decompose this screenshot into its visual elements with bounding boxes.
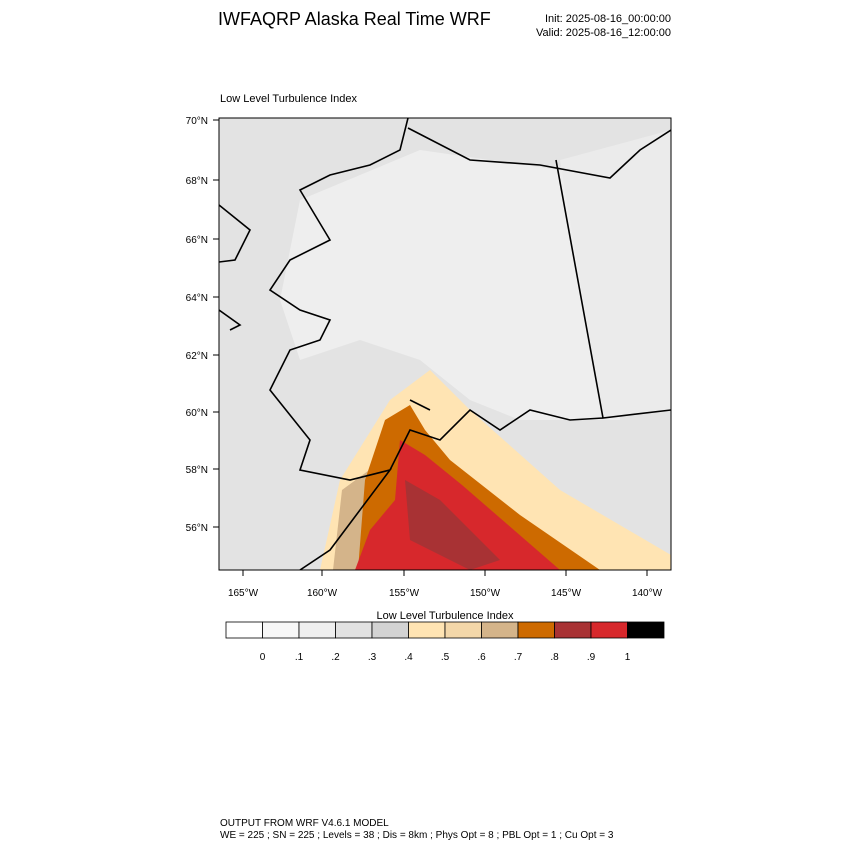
lat-label: 70°N <box>186 116 208 127</box>
lat-label: 56°N <box>186 523 208 534</box>
colorbar-label: .7 <box>514 652 523 663</box>
colorbar-box <box>590 621 628 639</box>
colorbar-label: .3 <box>368 652 377 663</box>
init-time: Init: 2025-08-16_00:00:00 <box>545 13 671 25</box>
lat-label: 60°N <box>186 408 208 419</box>
colorbar-label: .9 <box>587 652 596 663</box>
colorbar-label: .1 <box>295 652 304 663</box>
colorbar-box <box>517 621 555 639</box>
lat-label: 58°N <box>186 465 208 476</box>
colorbar-label: .2 <box>331 652 340 663</box>
colorbar-label: .8 <box>550 652 559 663</box>
lon-label: 165°W <box>228 588 259 599</box>
map <box>218 117 672 571</box>
lon-label: 155°W <box>389 588 420 599</box>
lat-label: 68°N <box>186 176 208 187</box>
field <box>219 118 671 570</box>
lat-label: 66°N <box>186 235 208 246</box>
coastline <box>268 118 671 570</box>
colorbar-box <box>371 621 409 639</box>
colorbar-label: 1 <box>625 652 631 663</box>
canada-field <box>560 130 671 418</box>
lat-label: 62°N <box>186 351 208 362</box>
colorbar-box <box>481 621 519 639</box>
lon-label: 140°W <box>632 588 663 599</box>
colorbar-box <box>298 621 336 639</box>
title: IWFAQRP Alaska Real Time WRF <box>218 9 491 29</box>
colorbar-box <box>554 621 592 639</box>
lon-label: 150°W <box>470 588 501 599</box>
turbulence-darkred <box>405 480 500 570</box>
colorbar-box <box>408 621 446 639</box>
colorbar-box <box>627 621 665 639</box>
footer-line: OUTPUT FROM WRF V4.6.1 MODEL <box>220 818 389 829</box>
colorbar-label: 0 <box>260 652 266 663</box>
lat-label: 64°N <box>186 293 208 304</box>
land-field <box>280 150 620 420</box>
map-title: Low Level Turbulence Index <box>220 93 357 105</box>
colorbar-box <box>444 621 482 639</box>
colorbar-box <box>225 621 263 639</box>
valid-time: Valid: 2025-08-16_12:00:00 <box>536 27 671 39</box>
footer-line: WE = 225 ; SN = 225 ; Levels = 38 ; Dis … <box>220 830 614 841</box>
colorbar-box <box>262 621 300 639</box>
colorbar-title: Low Level Turbulence Index <box>377 610 514 622</box>
turbulence-red <box>355 440 560 570</box>
russia-coast <box>219 204 252 331</box>
colorbar-label: .5 <box>441 652 450 663</box>
colorbar-label: .4 <box>404 652 413 663</box>
map-frame <box>218 117 672 571</box>
colorbar-box <box>335 621 373 639</box>
lon-label: 145°W <box>551 588 582 599</box>
colorbar-label: .6 <box>477 652 486 663</box>
lon-label: 160°W <box>307 588 338 599</box>
